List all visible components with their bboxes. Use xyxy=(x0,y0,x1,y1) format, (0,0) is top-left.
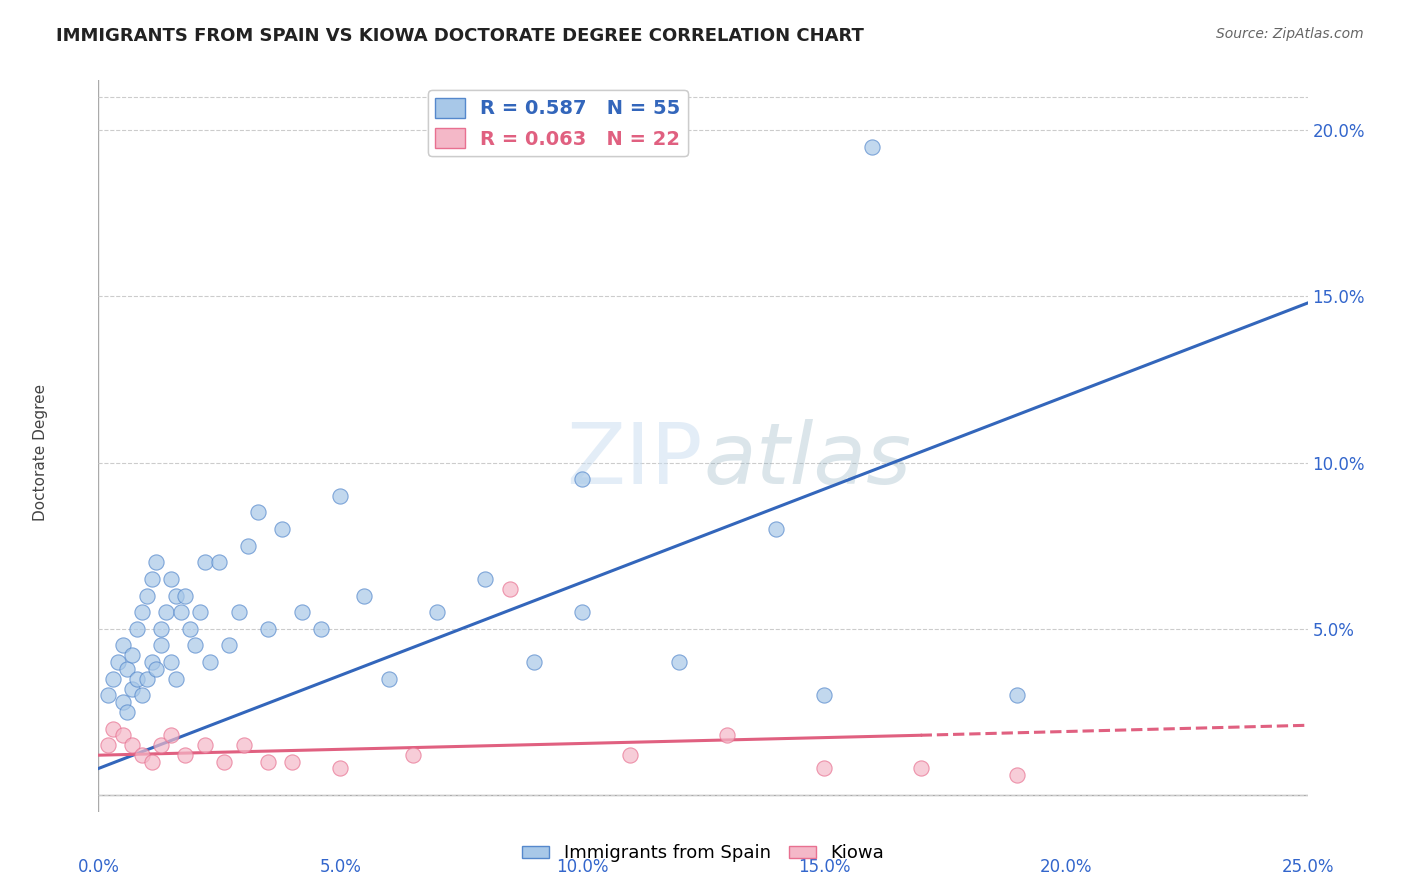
Point xyxy=(860,140,883,154)
Text: 10.0%: 10.0% xyxy=(555,858,609,876)
Point xyxy=(169,605,191,619)
Text: 15.0%: 15.0% xyxy=(797,858,851,876)
Point xyxy=(141,572,163,586)
Point xyxy=(131,689,153,703)
Point xyxy=(97,738,120,752)
Point xyxy=(256,622,278,636)
Point xyxy=(135,589,157,603)
Point xyxy=(101,722,124,736)
Point xyxy=(474,572,496,586)
Point xyxy=(218,639,240,653)
Point xyxy=(232,738,254,752)
Point xyxy=(198,655,221,669)
Point xyxy=(271,522,294,536)
Point xyxy=(238,539,260,553)
Point xyxy=(174,748,197,763)
Point xyxy=(179,622,201,636)
Point xyxy=(281,755,304,769)
Point xyxy=(160,655,183,669)
Point xyxy=(329,762,352,776)
Legend: Immigrants from Spain, Kiowa: Immigrants from Spain, Kiowa xyxy=(515,838,891,870)
Point xyxy=(135,672,157,686)
Point xyxy=(208,555,231,569)
Point xyxy=(329,489,352,503)
Point xyxy=(145,662,167,676)
Point xyxy=(165,589,187,603)
Point xyxy=(150,622,173,636)
Point xyxy=(127,622,149,636)
Point xyxy=(121,738,143,752)
Point xyxy=(160,728,183,742)
Point xyxy=(111,728,134,742)
Point xyxy=(716,728,738,742)
Legend: R = 0.587   N = 55, R = 0.063   N = 22: R = 0.587 N = 55, R = 0.063 N = 22 xyxy=(427,90,688,156)
Point xyxy=(117,662,139,676)
Point xyxy=(111,695,134,709)
Point xyxy=(813,689,835,703)
Point xyxy=(498,582,520,596)
Point xyxy=(571,605,593,619)
Text: atlas: atlas xyxy=(703,419,911,502)
Point xyxy=(256,755,278,769)
Point xyxy=(910,762,932,776)
Point xyxy=(121,648,143,663)
Point xyxy=(165,672,187,686)
Text: ZIP: ZIP xyxy=(567,419,703,502)
Point xyxy=(150,639,173,653)
Point xyxy=(111,639,134,653)
Point xyxy=(309,622,332,636)
Point xyxy=(97,689,120,703)
Point xyxy=(426,605,449,619)
Text: Doctorate Degree: Doctorate Degree xyxy=(32,384,48,521)
Point xyxy=(523,655,546,669)
Point xyxy=(194,555,217,569)
Point xyxy=(194,738,217,752)
Point xyxy=(813,762,835,776)
Point xyxy=(765,522,787,536)
Point xyxy=(121,681,143,696)
Point xyxy=(402,748,425,763)
Point xyxy=(212,755,235,769)
Point xyxy=(145,555,167,569)
Text: 5.0%: 5.0% xyxy=(319,858,361,876)
Point xyxy=(290,605,312,619)
Point xyxy=(127,672,149,686)
Point xyxy=(1007,689,1029,703)
Text: 20.0%: 20.0% xyxy=(1039,858,1092,876)
Point xyxy=(247,506,270,520)
Point xyxy=(619,748,641,763)
Point xyxy=(377,672,399,686)
Point xyxy=(160,572,183,586)
Point xyxy=(141,755,163,769)
Point xyxy=(150,738,173,752)
Text: IMMIGRANTS FROM SPAIN VS KIOWA DOCTORATE DEGREE CORRELATION CHART: IMMIGRANTS FROM SPAIN VS KIOWA DOCTORATE… xyxy=(56,27,865,45)
Point xyxy=(141,655,163,669)
Point xyxy=(571,472,593,486)
Point xyxy=(353,589,375,603)
Point xyxy=(131,605,153,619)
Point xyxy=(1007,768,1029,782)
Point xyxy=(107,655,129,669)
Point xyxy=(101,672,124,686)
Point xyxy=(188,605,211,619)
Point xyxy=(184,639,207,653)
Text: Source: ZipAtlas.com: Source: ZipAtlas.com xyxy=(1216,27,1364,41)
Point xyxy=(131,748,153,763)
Point xyxy=(174,589,197,603)
Point xyxy=(228,605,250,619)
Text: 25.0%: 25.0% xyxy=(1281,858,1334,876)
Point xyxy=(117,705,139,719)
Text: 0.0%: 0.0% xyxy=(77,858,120,876)
Point xyxy=(668,655,690,669)
Point xyxy=(155,605,177,619)
